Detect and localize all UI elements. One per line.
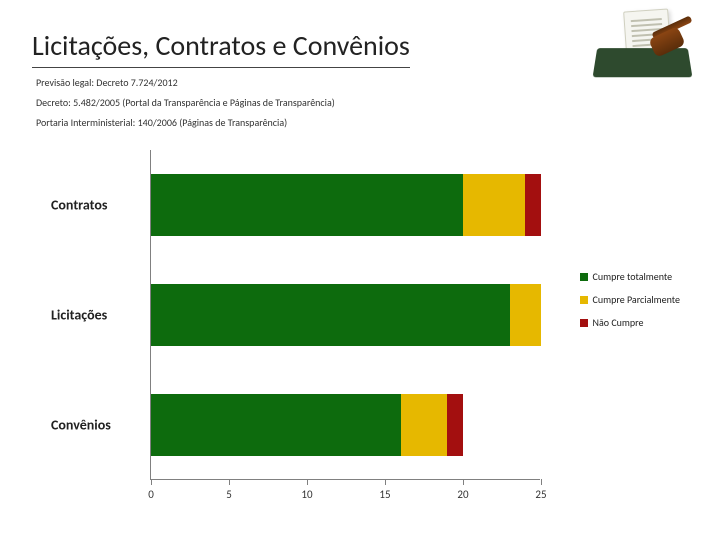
x-tick bbox=[463, 479, 464, 485]
chart-row: Convênios bbox=[151, 370, 540, 480]
legend-item: Cumpre totalmente bbox=[580, 270, 680, 283]
x-tick-label: 20 bbox=[457, 488, 468, 501]
bar-segment bbox=[151, 394, 401, 456]
x-tick bbox=[229, 479, 230, 485]
bar-segment bbox=[463, 174, 525, 236]
legend-swatch bbox=[580, 273, 588, 281]
x-tick-label: 10 bbox=[301, 488, 312, 501]
legend: Cumpre totalmente Cumpre Parcialmente Não … bbox=[580, 270, 680, 339]
x-tick-label: 0 bbox=[148, 488, 154, 501]
bar-segment bbox=[525, 174, 541, 236]
legend-label: Cumpre Parcialmente bbox=[593, 293, 680, 306]
bar-track bbox=[151, 174, 541, 236]
bar-segment bbox=[447, 394, 463, 456]
bar-segment bbox=[151, 174, 463, 236]
x-tick-label: 25 bbox=[535, 488, 546, 501]
category-label: Licitações bbox=[51, 307, 141, 324]
bar-chart: ContratosLicitaçõesConvênios0510152025 C… bbox=[50, 150, 670, 510]
gavel-document-graphic bbox=[595, 10, 695, 85]
bar-track bbox=[151, 284, 541, 346]
subtitle-line: Decreto: 5.482/2005 (Portal da Transparê… bbox=[36, 96, 335, 109]
subtitle-line: Portaria Interministerial: 140/2006 (Pág… bbox=[36, 116, 287, 129]
x-tick-label: 15 bbox=[379, 488, 390, 501]
bar-track bbox=[151, 394, 463, 456]
bar-segment bbox=[401, 394, 448, 456]
legend-swatch bbox=[580, 319, 588, 327]
legend-item: Cumpre Parcialmente bbox=[580, 293, 680, 306]
category-label: Contratos bbox=[51, 197, 141, 214]
legend-label: Não Cumpre bbox=[593, 316, 644, 329]
x-tick bbox=[541, 479, 542, 485]
bar-segment bbox=[510, 284, 541, 346]
legend-label: Cumpre totalmente bbox=[593, 270, 673, 283]
plot-region: ContratosLicitaçõesConvênios0510152025 bbox=[150, 150, 540, 480]
chart-row: Licitações bbox=[151, 260, 540, 370]
subtitle-line: Previsão legal: Decreto 7.724/2012 bbox=[36, 76, 178, 89]
x-tick bbox=[307, 479, 308, 485]
x-tick bbox=[385, 479, 386, 485]
x-tick-label: 5 bbox=[226, 488, 232, 501]
legend-item: Não Cumpre bbox=[580, 316, 680, 329]
category-label: Convênios bbox=[51, 417, 141, 434]
page-title: Licitações, Contratos e Convênios bbox=[32, 28, 410, 68]
legend-swatch bbox=[580, 296, 588, 304]
chart-row: Contratos bbox=[151, 150, 540, 260]
x-tick bbox=[151, 479, 152, 485]
bar-segment bbox=[151, 284, 510, 346]
